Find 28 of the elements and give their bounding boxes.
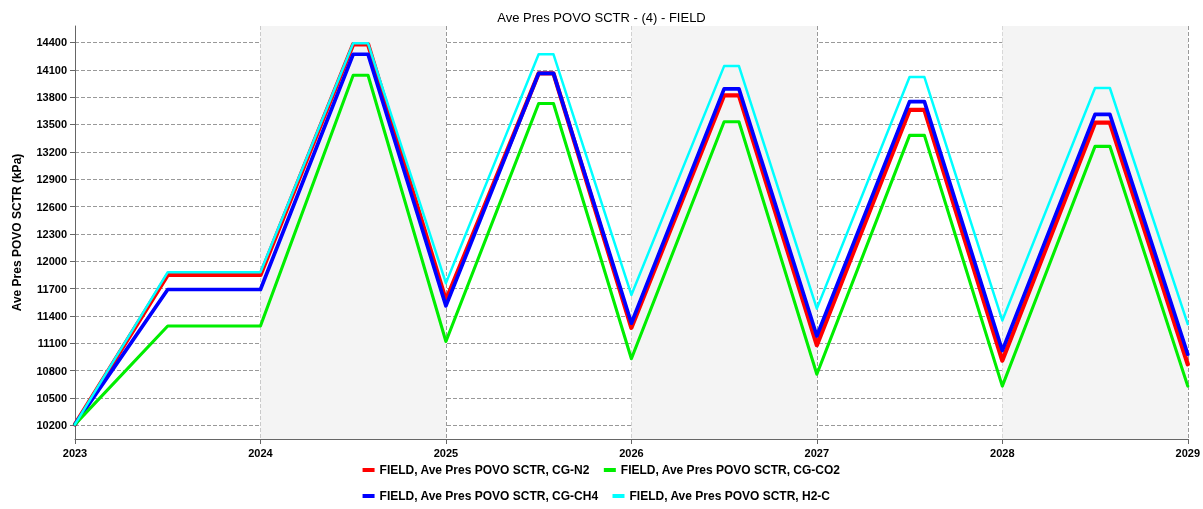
y-tick-label: 11400 (37, 309, 67, 322)
y-tick-label: 14100 (36, 63, 67, 76)
y-tick-label: 12600 (36, 200, 67, 213)
x-tick-label: 2024 (248, 446, 274, 459)
y-tick-label: 10500 (36, 391, 67, 404)
x-tick-label: 2026 (619, 446, 644, 459)
legend-label: FIELD, Ave Pres POVO SCTR, CG-CO2 (620, 463, 841, 477)
legend-label: FIELD, Ave Pres POVO SCTR, CG-N2 (379, 463, 590, 477)
legend-label: FIELD, Ave Pres POVO SCTR, CG-CH4 (379, 489, 599, 503)
x-tick-label: 2029 (1175, 446, 1201, 459)
y-tick-label: 10200 (36, 419, 67, 432)
y-tick-label: 13500 (36, 118, 67, 131)
y-tick-label: 10800 (36, 364, 67, 377)
y-tick-label: 13800 (36, 91, 67, 104)
y-tick-label: 13200 (36, 145, 67, 158)
y-tick-label: 14400 (36, 36, 67, 49)
y-tick-label: 11100 (37, 337, 67, 350)
chart-title: Ave Pres POVO SCTR - (4) - FIELD (497, 10, 706, 25)
x-tick-label: 2027 (804, 446, 830, 459)
y-tick-label: 12000 (36, 255, 67, 268)
x-tick-label: 2028 (990, 446, 1015, 459)
x-tick-label: 2023 (62, 446, 88, 459)
y-tick-label: 12300 (36, 227, 67, 240)
legend-label: FIELD, Ave Pres POVO SCTR, H2-C (629, 489, 831, 503)
y-tick-label: 11700 (37, 282, 67, 295)
y-tick-label: 12900 (36, 173, 67, 186)
y-axis-title: Ave Pres POVO SCTR (kPa) (10, 153, 24, 312)
x-tick-label: 2025 (433, 446, 459, 459)
